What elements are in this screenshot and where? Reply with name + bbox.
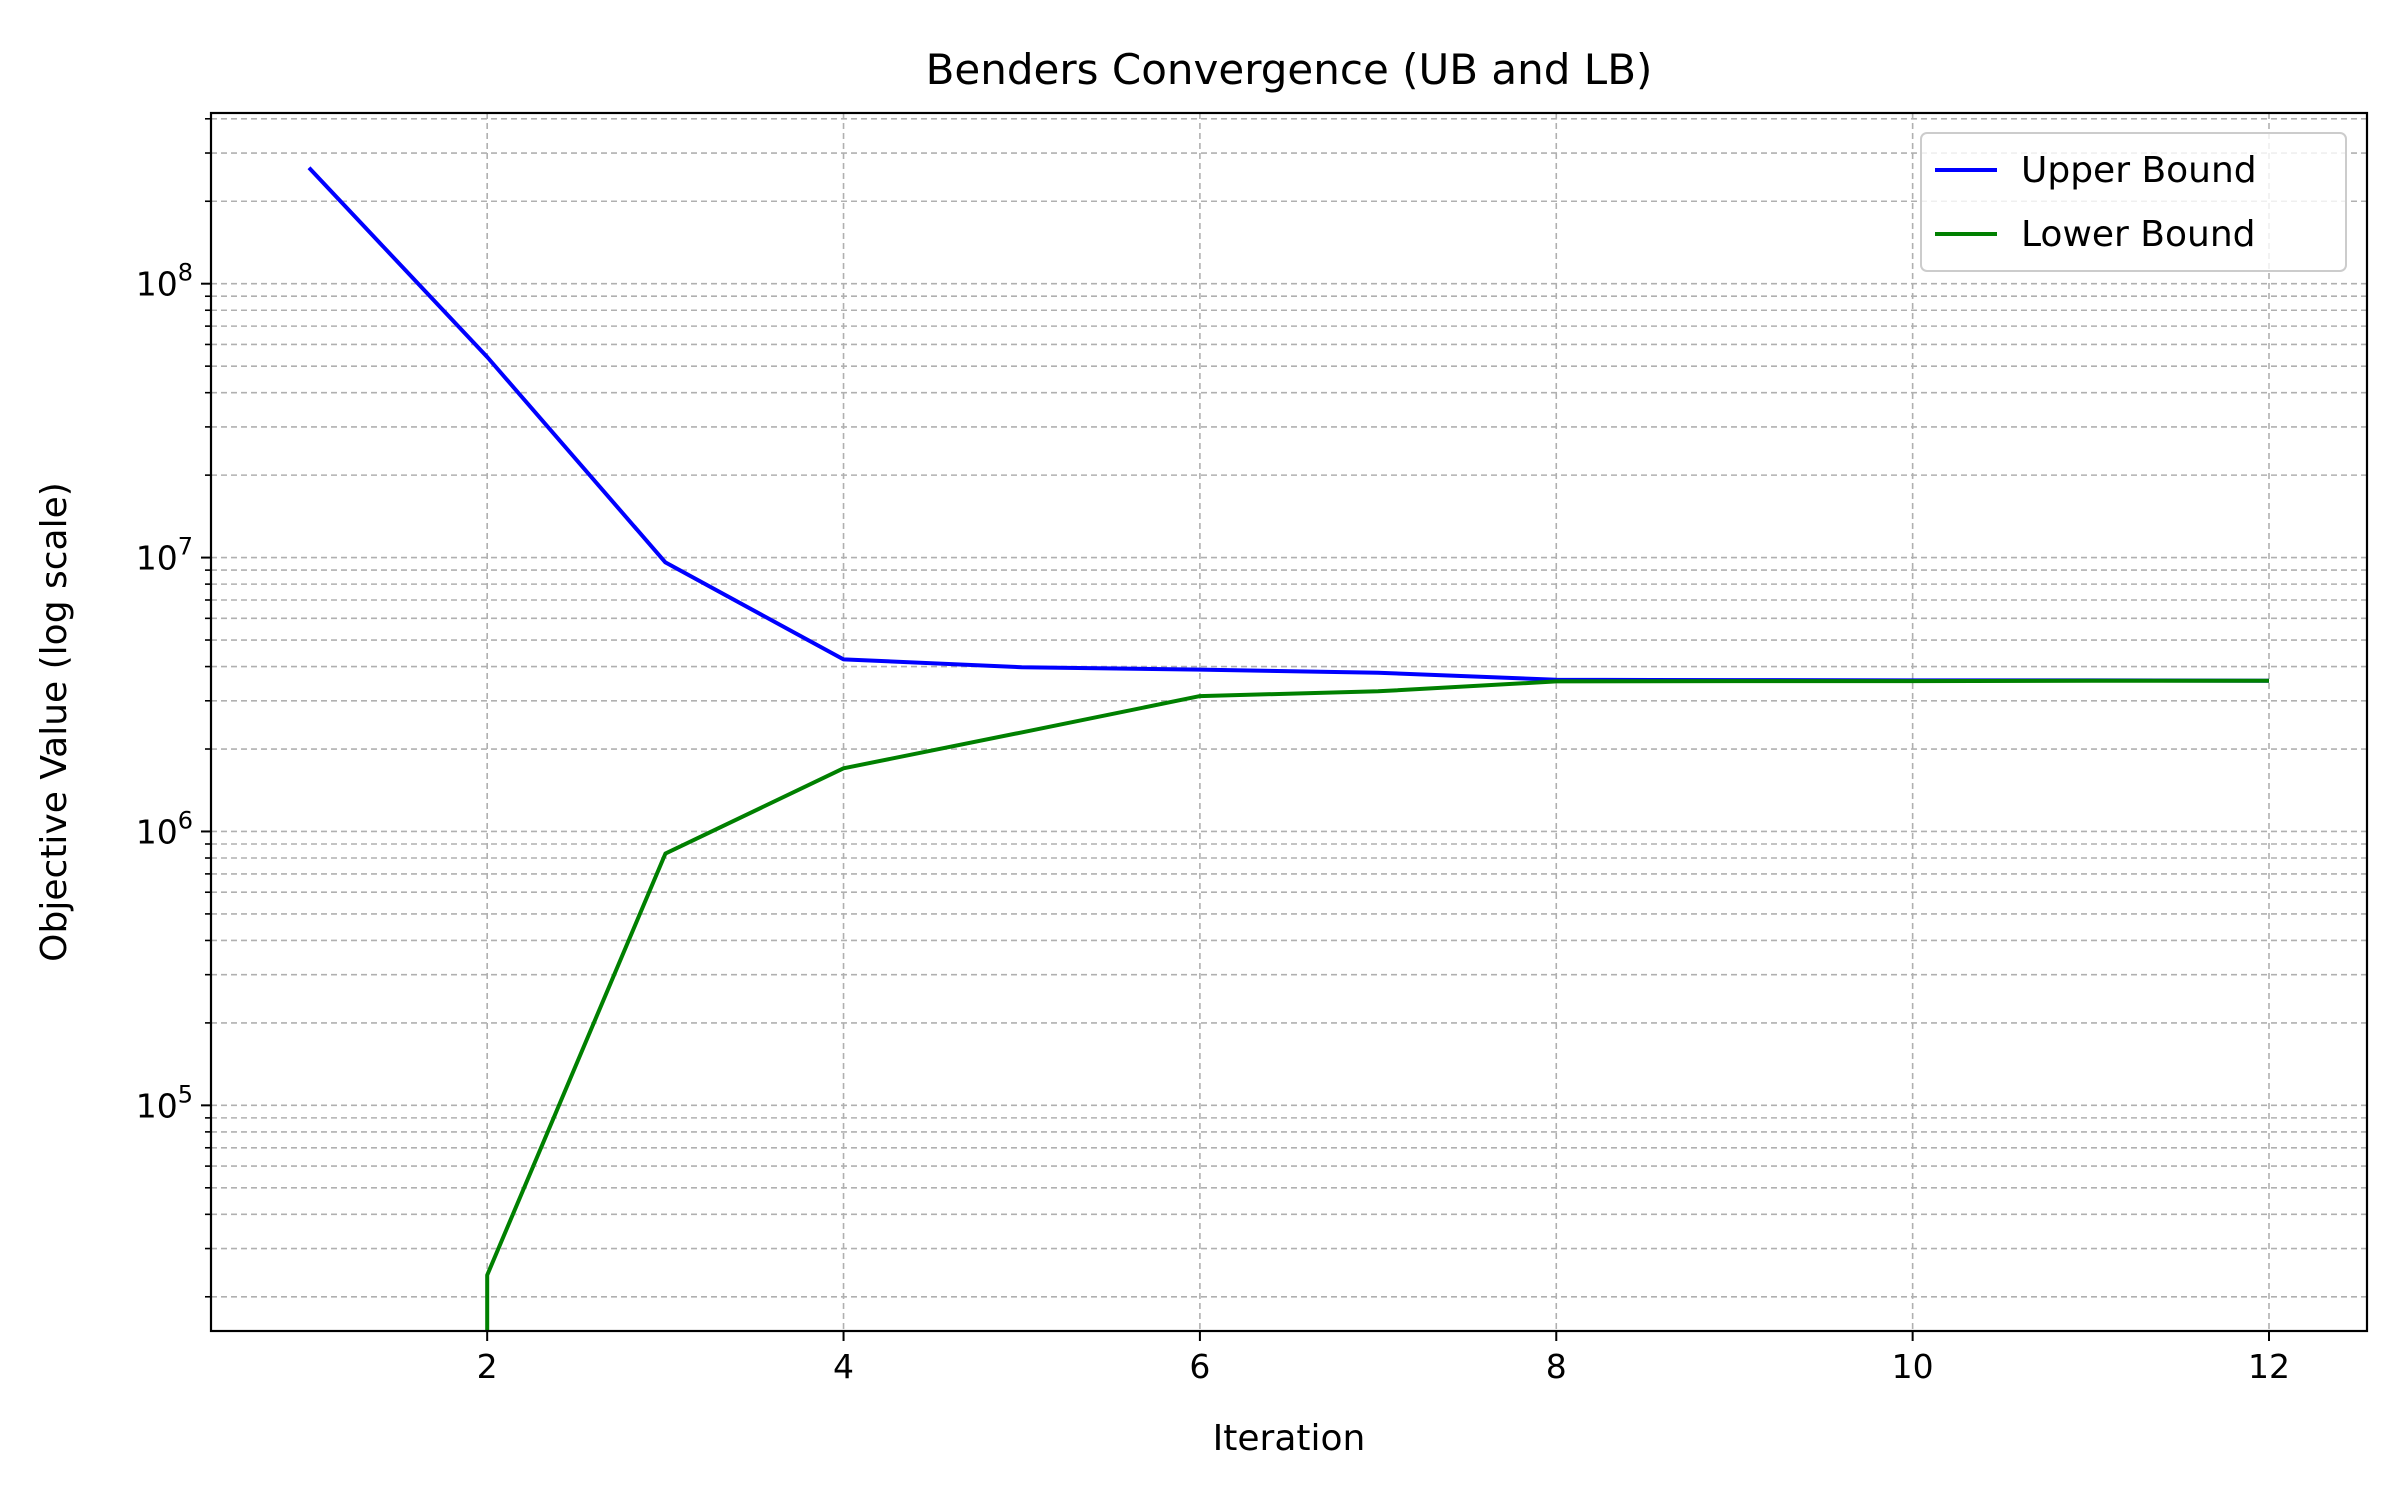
- chart-title: Benders Convergence (UB and LB): [926, 45, 1653, 94]
- y-axis-label: Objective Value (log scale): [34, 482, 75, 962]
- legend: Upper Bound Lower Bound: [1921, 133, 2346, 271]
- legend-label-upper-bound: Upper Bound: [2021, 150, 2257, 191]
- legend-label-lower-bound: Lower Bound: [2021, 214, 2256, 255]
- x-axis-label: Iteration: [1213, 1418, 1366, 1459]
- x-tick-label: 12: [2248, 1347, 2290, 1386]
- x-tick-label: 10: [1892, 1347, 1934, 1386]
- x-tick-label: 2: [477, 1347, 498, 1386]
- x-tick-label: 8: [1546, 1347, 1567, 1386]
- x-tick-label: 4: [833, 1347, 854, 1386]
- x-tick-label: 6: [1189, 1347, 1210, 1386]
